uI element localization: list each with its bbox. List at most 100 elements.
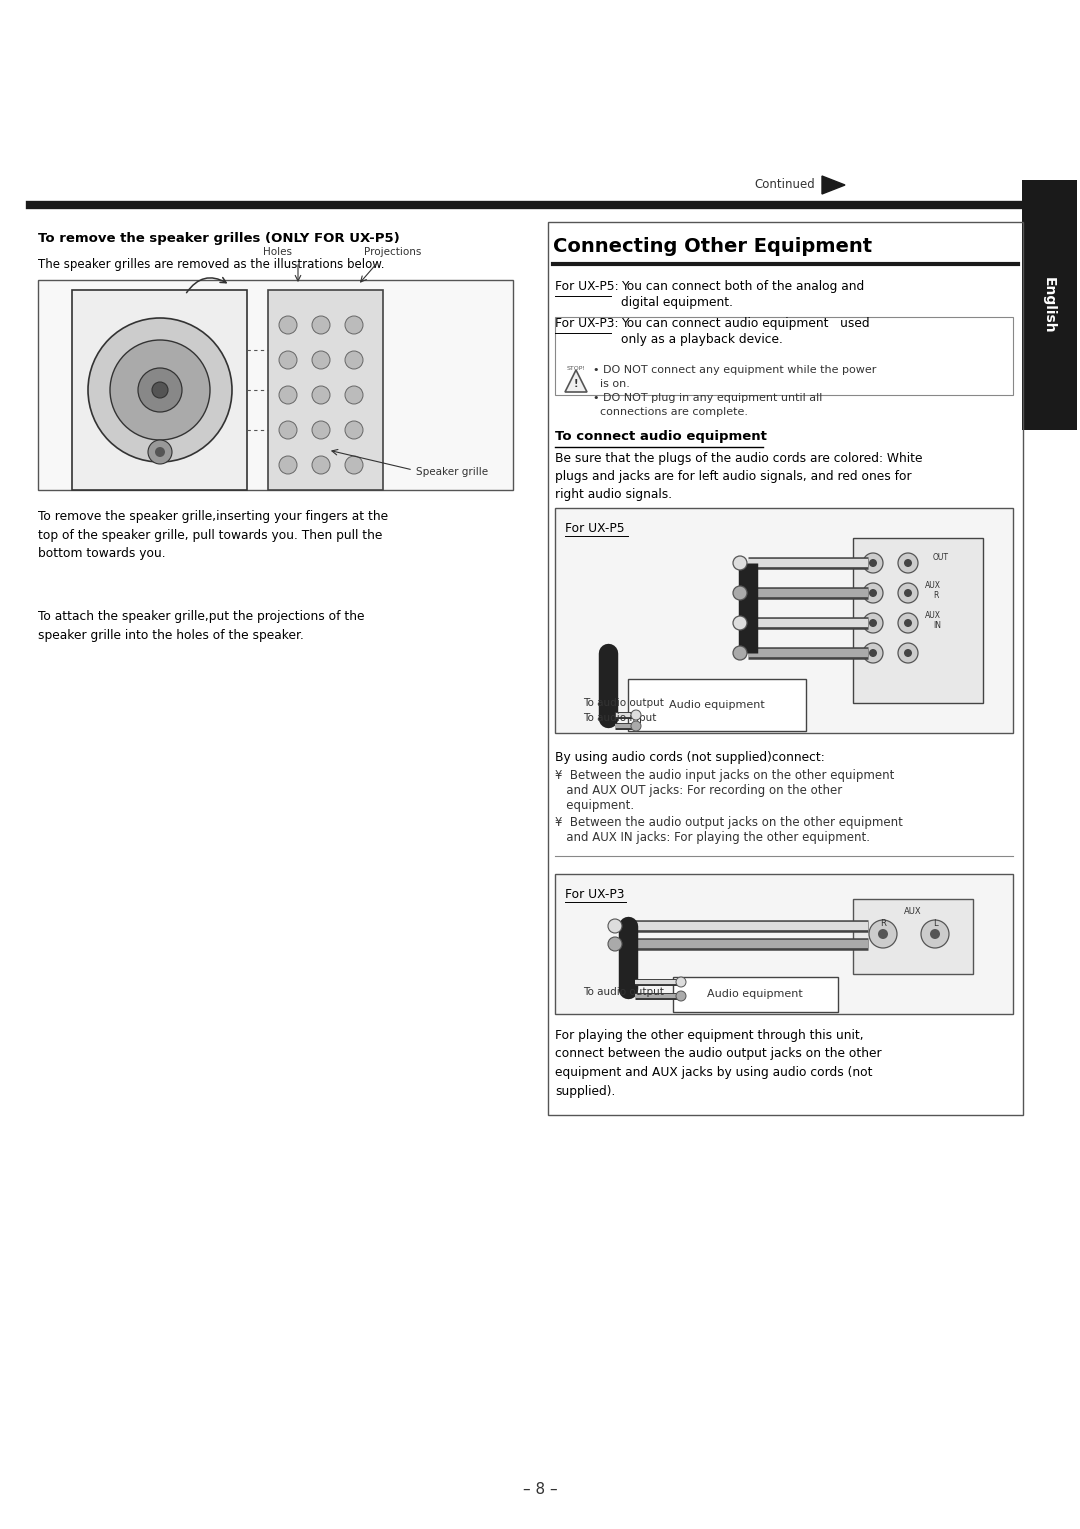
Circle shape	[733, 616, 747, 630]
Circle shape	[869, 560, 877, 567]
Circle shape	[345, 456, 363, 474]
Text: Be sure that the plugs of the audio cords are colored: White
plugs and jacks are: Be sure that the plugs of the audio cord…	[555, 453, 922, 502]
Circle shape	[676, 977, 686, 988]
Circle shape	[279, 456, 297, 474]
Text: STOP!: STOP!	[567, 365, 585, 372]
Circle shape	[869, 589, 877, 596]
Bar	[627, 679, 806, 731]
Text: To remove the speaker grilles (ONLY FOR UX-P5): To remove the speaker grilles (ONLY FOR …	[38, 232, 400, 245]
Text: Holes: Holes	[264, 248, 293, 257]
Circle shape	[312, 317, 330, 333]
Text: and AUX IN jacks: For playing the other equipment.: and AUX IN jacks: For playing the other …	[555, 830, 870, 844]
Text: You can connect both of the analog and: You can connect both of the analog and	[621, 280, 864, 294]
Text: For UX-P5:: For UX-P5:	[555, 280, 619, 294]
Circle shape	[863, 583, 883, 602]
Text: Audio equipment: Audio equipment	[707, 989, 802, 998]
Circle shape	[733, 586, 747, 599]
Circle shape	[921, 920, 949, 948]
Text: You can connect audio equipment   used: You can connect audio equipment used	[621, 317, 869, 330]
Circle shape	[345, 385, 363, 404]
Circle shape	[930, 930, 940, 939]
Text: Projections: Projections	[364, 248, 421, 257]
Bar	[548, 222, 1023, 1115]
Circle shape	[631, 709, 642, 720]
Circle shape	[152, 382, 168, 398]
Circle shape	[148, 440, 172, 463]
Text: English: English	[1042, 277, 1056, 333]
Text: only as a playback device.: only as a playback device.	[621, 333, 783, 346]
Bar	[673, 977, 838, 1012]
Circle shape	[869, 648, 877, 657]
Circle shape	[869, 619, 877, 627]
Text: equipment.: equipment.	[555, 800, 634, 812]
Text: – 8 –: – 8 –	[523, 1483, 557, 1497]
Text: To attach the speaker grille,put the projections of the
speaker grille into the : To attach the speaker grille,put the pro…	[38, 610, 365, 642]
Circle shape	[312, 385, 330, 404]
Text: !: !	[573, 379, 578, 388]
Circle shape	[279, 317, 297, 333]
Polygon shape	[822, 176, 845, 194]
Circle shape	[608, 937, 622, 951]
Text: ¥  Between the audio output jacks on the other equipment: ¥ Between the audio output jacks on the …	[555, 816, 903, 829]
Text: connections are complete.: connections are complete.	[593, 407, 748, 417]
Text: To connect audio equipment: To connect audio equipment	[555, 430, 767, 443]
Text: To audio output: To audio output	[583, 988, 664, 997]
Text: For UX-P3:: For UX-P3:	[555, 317, 619, 330]
Text: • DO NOT connect any equipment while the power: • DO NOT connect any equipment while the…	[593, 365, 876, 375]
Text: ¥  Between the audio input jacks on the other equipment: ¥ Between the audio input jacks on the o…	[555, 769, 894, 781]
Bar	[853, 538, 983, 703]
Circle shape	[897, 553, 918, 573]
Bar	[555, 317, 1013, 394]
Bar	[853, 899, 973, 974]
Circle shape	[631, 722, 642, 731]
Circle shape	[897, 583, 918, 602]
Text: By using audio cords (not supplied)connect:: By using audio cords (not supplied)conne…	[555, 751, 825, 764]
Circle shape	[279, 420, 297, 439]
Text: For playing the other equipment through this unit,
connect between the audio out: For playing the other equipment through …	[555, 1029, 881, 1098]
Text: To audio input: To audio input	[583, 713, 657, 723]
Circle shape	[345, 352, 363, 368]
Circle shape	[897, 613, 918, 633]
Bar	[1022, 180, 1077, 430]
Circle shape	[608, 919, 622, 933]
Circle shape	[676, 991, 686, 1001]
Text: AUX: AUX	[924, 581, 941, 590]
Text: Speaker grille: Speaker grille	[416, 466, 488, 477]
Circle shape	[279, 352, 297, 368]
Text: The speaker grilles are removed as the illustrations below.: The speaker grilles are removed as the i…	[38, 258, 384, 271]
Circle shape	[345, 420, 363, 439]
Text: digital equipment.: digital equipment.	[621, 297, 733, 309]
Text: Continued: Continued	[754, 179, 815, 191]
Circle shape	[312, 420, 330, 439]
Text: is on.: is on.	[593, 379, 630, 388]
Text: Connecting Other Equipment: Connecting Other Equipment	[553, 237, 873, 255]
Bar	[38, 280, 513, 489]
Circle shape	[733, 557, 747, 570]
Circle shape	[312, 352, 330, 368]
Circle shape	[904, 648, 912, 657]
Circle shape	[863, 613, 883, 633]
Text: IN: IN	[933, 621, 941, 630]
Bar	[72, 291, 247, 489]
Polygon shape	[565, 370, 588, 391]
Circle shape	[863, 644, 883, 664]
Text: L: L	[933, 919, 937, 928]
Circle shape	[110, 339, 210, 440]
Text: R: R	[933, 590, 939, 599]
Text: To audio output: To audio output	[583, 699, 664, 708]
Circle shape	[138, 368, 183, 411]
Text: and AUX OUT jacks: For recording on the other: and AUX OUT jacks: For recording on the …	[555, 784, 842, 797]
Circle shape	[878, 930, 888, 939]
Text: For UX-P3: For UX-P3	[565, 888, 624, 901]
Text: Audio equipment: Audio equipment	[670, 700, 765, 709]
Circle shape	[904, 560, 912, 567]
Text: AUX: AUX	[924, 610, 941, 619]
Text: R: R	[880, 919, 886, 928]
Text: OUT: OUT	[933, 553, 949, 563]
Bar	[555, 508, 1013, 732]
Circle shape	[87, 318, 232, 462]
Circle shape	[869, 920, 897, 948]
Circle shape	[312, 456, 330, 474]
Circle shape	[345, 317, 363, 333]
Text: For UX-P5: For UX-P5	[565, 521, 624, 535]
